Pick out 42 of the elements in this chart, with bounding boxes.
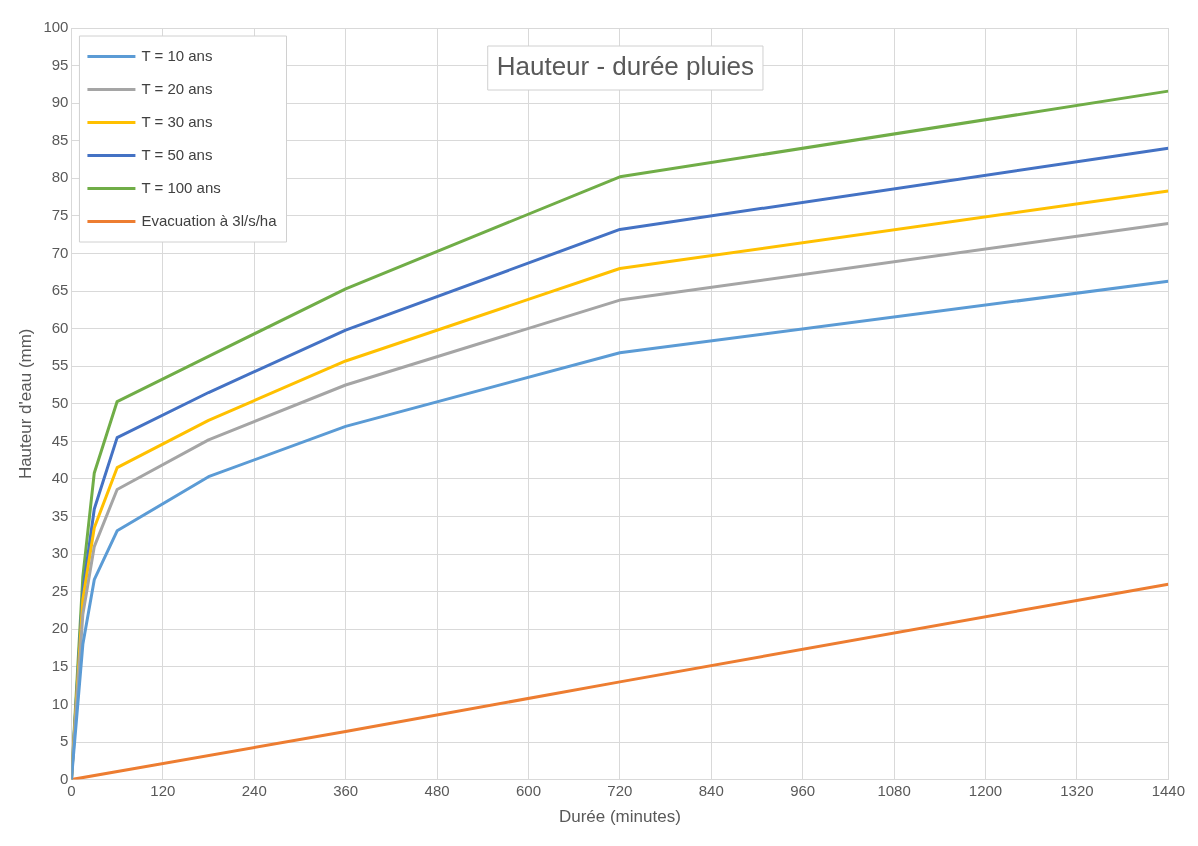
- x-tick-label: 600: [515, 781, 541, 799]
- y-tick-label: 45: [51, 431, 69, 449]
- x-tick-label: 840: [698, 781, 724, 799]
- text: Hauteur - durée pluies: [496, 51, 754, 82]
- y-tick-label: 60: [51, 318, 69, 336]
- x-tick-label: 1320: [1060, 781, 1094, 799]
- y-tick-label: 95: [51, 55, 69, 73]
- x-tick-label: 720: [607, 781, 633, 799]
- y-tick-label: 5: [60, 732, 69, 750]
- x-axis-title: Durée (minutes): [558, 807, 681, 827]
- y-tick-label: 30: [51, 544, 69, 562]
- y-tick-label: 55: [51, 356, 69, 374]
- x-tick-label: 1200: [968, 781, 1003, 799]
- y-tick-label: 80: [51, 168, 69, 186]
- x-tick-label: 480: [424, 781, 450, 799]
- y-tick-label: 100: [43, 18, 69, 36]
- y-tick-label: 0: [60, 769, 69, 787]
- y-tick-label: 65: [51, 281, 69, 299]
- legend-label: T = 20 ans: [141, 79, 213, 97]
- x-tick-label: 1440: [1151, 781, 1185, 799]
- y-tick-label: 70: [51, 243, 69, 261]
- x-tick-label: 240: [241, 781, 267, 799]
- y-tick-label: 35: [51, 506, 69, 524]
- y-tick-label: 90: [51, 93, 69, 111]
- y-tick-label: 25: [51, 581, 69, 599]
- x-tick-label: 120: [150, 781, 176, 799]
- y-tick-label: 20: [51, 619, 69, 637]
- x-tick-label: 360: [333, 781, 359, 799]
- y-tick-label: 50: [51, 393, 69, 411]
- y-tick-label: 75: [51, 206, 69, 224]
- y-tick-label: 10: [51, 694, 69, 712]
- legend-label: Evacuation à 3l/s/ha: [141, 211, 278, 229]
- legend-label: T = 50 ans: [141, 145, 213, 163]
- legend-label: T = 100 ans: [141, 178, 221, 196]
- y-tick-label: 15: [51, 657, 69, 674]
- y-tick-label: 40: [51, 469, 69, 487]
- legend-label: T = 30 ans: [141, 112, 213, 130]
- legend-label: T = 10 ans: [141, 46, 213, 64]
- x-tick-label: 1080: [877, 781, 911, 799]
- y-tick-label: 85: [51, 130, 69, 148]
- x-tick-label: 960: [790, 781, 816, 799]
- y-axis-title: Hauteur d'eau (mm): [15, 328, 35, 480]
